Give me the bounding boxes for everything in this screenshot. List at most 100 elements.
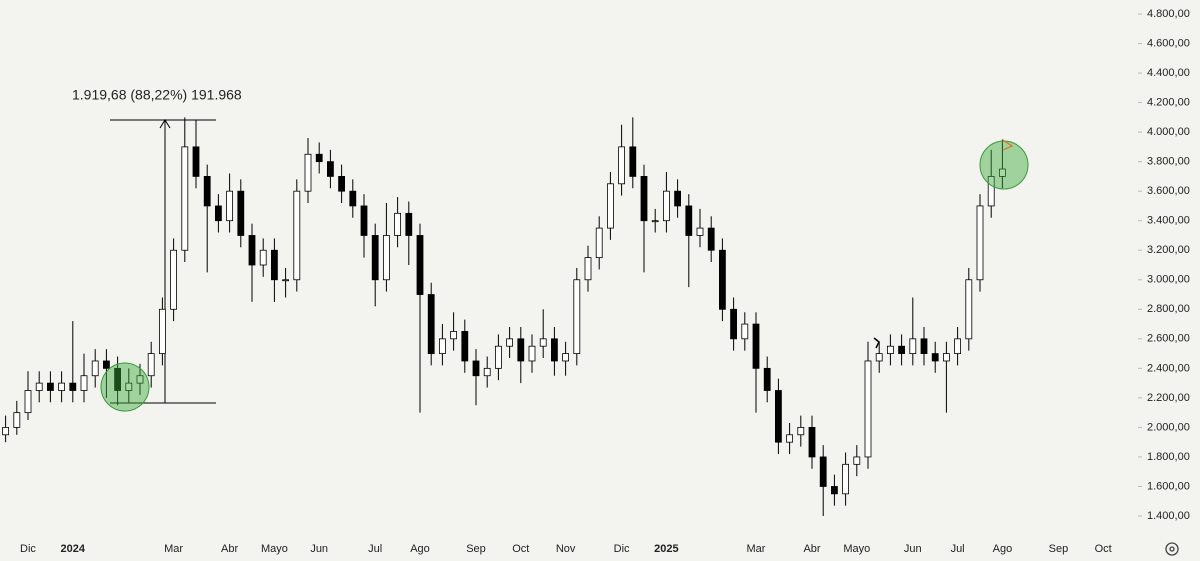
candle-body: [842, 463, 849, 495]
candle-body: [528, 345, 536, 362]
x-tick-label: 2024: [61, 543, 86, 555]
y-tick-label: 1.400,00: [1147, 510, 1190, 522]
candle-body: [405, 212, 413, 236]
candle-body: [259, 249, 267, 266]
x-tick-label: Abr: [803, 543, 820, 555]
candle-body: [775, 390, 782, 443]
x-tick-label: Jul: [951, 543, 965, 555]
candle-body: [69, 382, 77, 391]
marker: [873, 337, 880, 349]
candle-body: [831, 486, 838, 495]
candle-body: [35, 382, 43, 391]
candle-body: [91, 360, 99, 377]
candle-body: [427, 294, 435, 354]
y-tick-label: 4.200,00: [1147, 96, 1190, 108]
candle-body: [607, 183, 614, 229]
candle-body: [282, 279, 290, 282]
candle-body: [987, 176, 995, 207]
x-tick-label: Nov: [556, 543, 576, 555]
candle-body: [58, 382, 65, 391]
candle-body: [943, 353, 950, 362]
measure-arrow: [159, 119, 171, 129]
candle-body: [450, 331, 458, 340]
settings-icon[interactable]: [1165, 542, 1179, 556]
candles: [2, 117, 1006, 516]
candle-body: [315, 153, 323, 163]
x-tick-label: Sep: [466, 543, 486, 555]
y-tick-label: 2.800,00: [1147, 303, 1190, 315]
candle-body: [483, 367, 491, 377]
candle-body: [506, 338, 514, 347]
candle-body: [226, 190, 234, 222]
candle-body: [707, 227, 715, 251]
highlight-circle: [100, 362, 150, 412]
candle-body: [248, 235, 256, 266]
candle-body: [24, 390, 32, 414]
x-tick-label: Ago: [410, 543, 430, 555]
y-tick-label: 2.000,00: [1147, 421, 1190, 433]
candle-body: [349, 190, 357, 207]
x-tick-label: Mayo: [843, 543, 870, 555]
x-tick-label: Abr: [221, 543, 238, 555]
candle-body: [551, 338, 558, 362]
marker-arrow: [1002, 139, 1014, 151]
candle-body: [461, 331, 469, 362]
candle-body: [741, 323, 749, 340]
candle-body: [954, 338, 961, 354]
y-tick-label: 2.600,00: [1147, 333, 1190, 345]
candle-body: [114, 367, 121, 391]
candle-body: [125, 382, 133, 391]
candle-body: [584, 257, 592, 281]
x-tick-label: Sep: [1049, 543, 1069, 555]
candle-body: [730, 308, 737, 340]
candle-body: [875, 353, 883, 362]
candle-body: [965, 279, 973, 340]
candle-body: [674, 190, 681, 207]
candle-body: [786, 434, 793, 443]
x-tick-label: Oct: [512, 543, 529, 555]
y-tick-label: 1.600,00: [1147, 480, 1190, 492]
candle-body: [618, 146, 625, 185]
candle-body: [999, 168, 1006, 177]
candle-body: [976, 205, 984, 281]
candle-body: [517, 338, 525, 362]
candle-body: [237, 190, 245, 236]
candle-body: [136, 375, 144, 384]
candle-body: [214, 205, 222, 222]
candle-body: [685, 205, 693, 236]
candle-body: [864, 360, 872, 458]
x-tick-label: Oct: [1095, 543, 1112, 555]
candle-body: [438, 338, 446, 354]
candle-body: [909, 338, 917, 354]
candle-body: [147, 353, 155, 377]
candle-body: [539, 338, 547, 347]
candle-body: [2, 427, 9, 436]
candle-body: [338, 176, 346, 192]
y-tick-label: 4.800,00: [1147, 8, 1190, 20]
x-tick-label: Jul: [368, 543, 382, 555]
measure-label: 1.919,68 (88,22%) 191.968: [72, 87, 242, 103]
candle-body: [394, 212, 402, 236]
y-tick-label: 4.600,00: [1147, 37, 1190, 49]
y-tick-label: 4.400,00: [1147, 67, 1190, 79]
candle-body: [304, 153, 312, 192]
candle-body: [931, 353, 939, 362]
x-tick-label: Mar: [747, 543, 766, 555]
candle-body: [595, 227, 603, 259]
candle-body: [103, 360, 110, 369]
candle-body: [696, 227, 704, 236]
y-tick-label: 2.400,00: [1147, 362, 1190, 374]
candle-body: [920, 338, 928, 354]
candle-body: [80, 375, 88, 391]
candle-body: [360, 205, 368, 236]
candle-body: [326, 161, 334, 177]
x-tick-label: Dic: [20, 543, 36, 555]
candle-body: [573, 279, 581, 354]
candle-body: [629, 146, 637, 177]
candle-body: [293, 190, 301, 281]
candle-body: [808, 427, 816, 458]
x-tick-label: Dic: [614, 543, 630, 555]
y-tick-label: 3.400,00: [1147, 215, 1190, 227]
